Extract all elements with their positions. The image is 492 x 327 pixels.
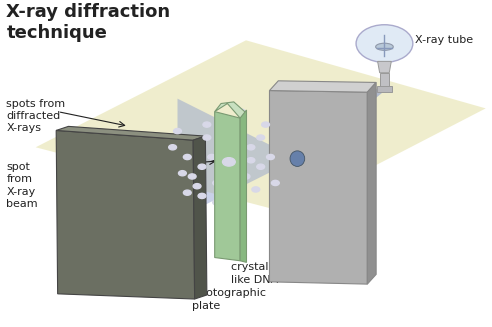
Circle shape (222, 167, 230, 173)
Circle shape (213, 200, 220, 205)
Circle shape (203, 135, 211, 140)
Text: spot
from
X-ray
beam: spot from X-ray beam (6, 162, 38, 209)
Polygon shape (294, 83, 383, 160)
Circle shape (247, 158, 255, 163)
Polygon shape (215, 112, 240, 261)
Text: photographic
plate: photographic plate (192, 288, 266, 311)
Polygon shape (270, 91, 368, 284)
Circle shape (222, 158, 235, 166)
Circle shape (169, 145, 177, 150)
Circle shape (227, 151, 235, 156)
Circle shape (213, 181, 220, 185)
Text: X-ray diffraction
technique: X-ray diffraction technique (6, 3, 170, 42)
Ellipse shape (290, 151, 305, 166)
Circle shape (193, 183, 201, 189)
Circle shape (247, 145, 255, 150)
Circle shape (257, 135, 265, 140)
Circle shape (257, 164, 265, 169)
Polygon shape (56, 126, 205, 140)
Circle shape (242, 174, 250, 179)
Circle shape (252, 187, 260, 192)
Bar (377, 86, 392, 92)
Ellipse shape (376, 43, 393, 50)
Circle shape (184, 154, 191, 160)
Text: spots from
diffracted
X-rays: spots from diffracted X-rays (6, 99, 65, 133)
Text: lead screen: lead screen (312, 177, 377, 186)
Circle shape (272, 181, 279, 185)
Circle shape (208, 154, 215, 160)
Polygon shape (178, 99, 297, 219)
Circle shape (356, 25, 413, 62)
Polygon shape (215, 102, 246, 118)
Polygon shape (35, 40, 486, 212)
Circle shape (198, 164, 206, 169)
Text: X-ray tube: X-ray tube (415, 35, 473, 45)
Polygon shape (56, 130, 195, 299)
Circle shape (184, 190, 191, 195)
Text: crystalline solid
like DNA: crystalline solid like DNA (231, 262, 318, 285)
Circle shape (267, 154, 275, 160)
Circle shape (232, 119, 240, 124)
Circle shape (188, 174, 196, 179)
Circle shape (227, 132, 235, 137)
Polygon shape (368, 82, 376, 284)
Circle shape (174, 129, 182, 134)
Circle shape (179, 171, 186, 176)
Circle shape (203, 122, 211, 127)
Circle shape (217, 142, 225, 146)
Polygon shape (240, 110, 246, 262)
Circle shape (218, 155, 240, 169)
Circle shape (262, 122, 270, 127)
Circle shape (198, 193, 206, 198)
Bar (380, 73, 389, 87)
Circle shape (232, 197, 240, 202)
Polygon shape (193, 136, 207, 299)
Polygon shape (377, 61, 391, 73)
Circle shape (237, 109, 245, 114)
Polygon shape (270, 81, 376, 92)
